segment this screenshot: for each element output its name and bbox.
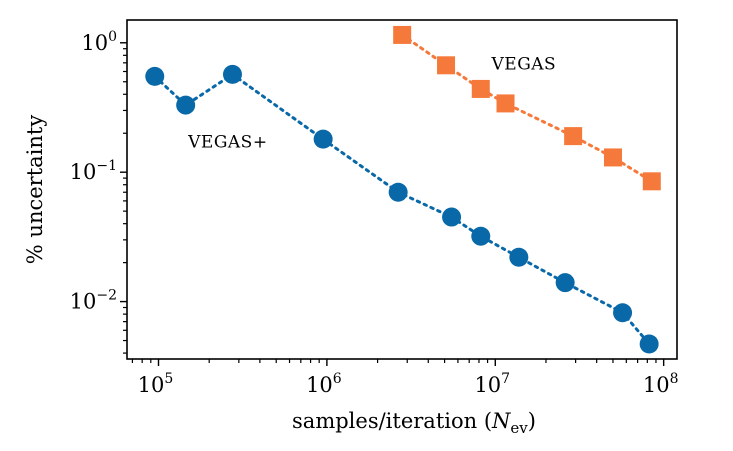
y-tick-label: 10−2 (70, 288, 117, 314)
series-layer (145, 25, 661, 354)
x-axis-title-subscript: ev (510, 419, 528, 437)
data-point (639, 334, 659, 354)
data-point (393, 25, 412, 44)
data-point (442, 207, 462, 227)
data-point (145, 66, 165, 86)
x-axis-title-prefix: samples/iteration ( (292, 409, 492, 433)
x-tick-label: 105 (138, 371, 174, 397)
data-point (642, 172, 661, 191)
data-point (603, 148, 622, 167)
series-label: VEGAS (491, 55, 557, 75)
series-1 (145, 64, 659, 354)
x-tick-label-exponent: 6 (333, 371, 342, 387)
series-2 (393, 25, 661, 191)
data-point (388, 182, 408, 202)
x-tick-label: 108 (643, 371, 679, 397)
y-tick-label-base: 10 (81, 31, 108, 55)
x-axis-title-suffix: ) (528, 409, 536, 433)
x-tick-label-exponent: 5 (164, 371, 173, 387)
x-tick-label-base: 10 (643, 373, 670, 397)
data-point (176, 95, 196, 115)
x-tick-label-base: 10 (138, 373, 165, 397)
x-tick-label-exponent: 7 (501, 371, 510, 387)
data-point (509, 247, 529, 267)
series-label: VEGAS+ (187, 133, 267, 153)
data-point (471, 226, 491, 246)
x-tick-label: 106 (306, 371, 342, 397)
x-tick-label: 107 (474, 371, 510, 397)
data-point (555, 273, 575, 293)
series-line (153, 72, 651, 346)
data-point (496, 94, 515, 113)
data-point (613, 303, 633, 323)
data-point (222, 64, 242, 84)
data-point (471, 79, 490, 98)
y-tick-label-exponent: 0 (108, 29, 117, 45)
series-label-layer: VEGAS+ VEGAS (187, 55, 556, 153)
data-point (437, 56, 456, 75)
data-point (313, 129, 333, 149)
y-tick-label-exponent: −2 (96, 288, 117, 304)
x-axis-title: samples/iteration (Nev) (292, 409, 536, 437)
x-tick-label-base: 10 (306, 373, 333, 397)
y-tick-label-base: 10 (70, 290, 97, 314)
plot-frame (126, 19, 678, 360)
y-tick-label: 100 (81, 29, 117, 55)
x-axis-title-symbol: N (491, 409, 511, 433)
y-tick-label-base: 10 (70, 160, 97, 184)
data-point (564, 127, 583, 146)
y-tick-label: 10−1 (70, 158, 117, 184)
x-tick-label-base: 10 (474, 373, 501, 397)
x-tick-label-exponent: 8 (670, 371, 679, 387)
y-tick-label-exponent: −1 (96, 158, 117, 174)
y-axis-title: % uncertainty (23, 115, 47, 265)
